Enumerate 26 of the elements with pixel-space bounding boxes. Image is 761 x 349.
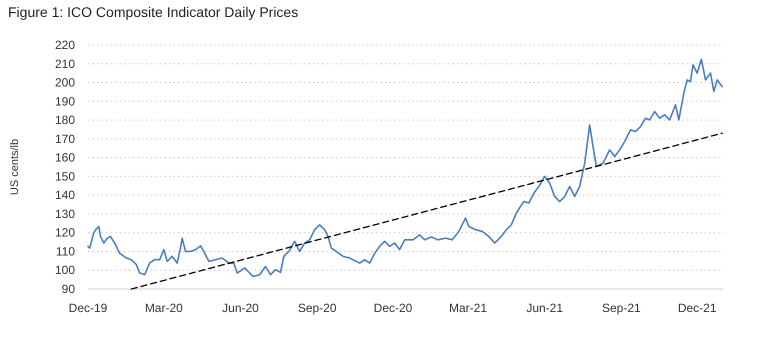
y-tick-label: 170: [54, 132, 76, 146]
y-tick-label: 220: [54, 38, 76, 52]
x-tick-label: Sep-20: [298, 301, 337, 315]
y-tick-label: 130: [54, 206, 76, 221]
chart-title: Figure 1: ICO Composite Indicator Daily Prices: [8, 4, 298, 20]
y-tick-label: 90: [62, 282, 76, 296]
y-tick-label: 150: [54, 169, 76, 184]
x-tick-label: Mar-21: [448, 301, 488, 315]
x-tick-label: Dec-20: [374, 301, 413, 315]
y-tick-label: 100: [54, 263, 76, 278]
y-tick-label: 190: [54, 94, 76, 108]
y-axis-title: US cents/lb: [9, 138, 21, 196]
y-tick-label: 180: [54, 113, 76, 128]
x-tick-label: Mar-20: [144, 301, 184, 315]
x-tick-label: Jun-20: [222, 301, 260, 315]
y-tick-label: 110: [56, 244, 76, 258]
line-series: [87, 58, 723, 278]
x-tick-label: Dec-19: [68, 301, 108, 315]
y-tick-label: 120: [54, 226, 76, 240]
y-tick-label: 160: [54, 150, 76, 165]
x-tick-label: Jun-21: [526, 301, 564, 315]
x-tick-label: Sep-21: [602, 301, 642, 315]
x-tick-label: Dec-21: [678, 301, 717, 315]
y-tick-label: 140: [54, 188, 76, 202]
y-tick-label: 210: [54, 56, 76, 71]
y-tick-label: 200: [54, 76, 76, 90]
